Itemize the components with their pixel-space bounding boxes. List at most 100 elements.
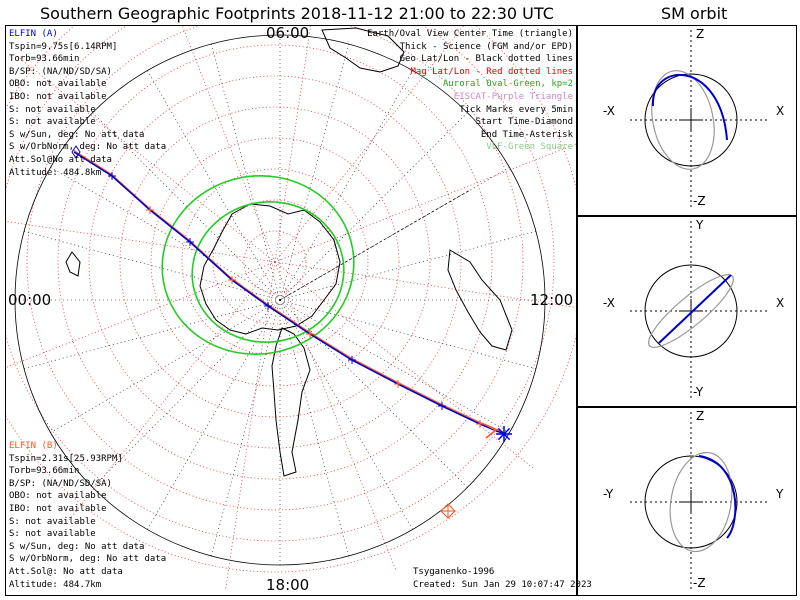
- track-tick-mark: [228, 276, 236, 284]
- geo-meridian: [92, 112, 281, 301]
- geo-meridian: [279, 299, 510, 433]
- mag-ring: [6, 26, 576, 573]
- elfin-b-line: Altitude: 484.7km: [9, 579, 102, 590]
- time-label-left: 00:00: [8, 291, 52, 309]
- geo-meridian: [279, 299, 537, 369]
- track-tick-mark: [476, 420, 484, 428]
- track-tick-mark: [306, 330, 314, 338]
- orbit-1-left-label: -X: [603, 104, 615, 118]
- mag-meridian: [182, 26, 276, 263]
- mag-ring: [119, 106, 431, 418]
- orbit-path-full: [648, 274, 734, 348]
- track-tick-mark: [186, 238, 194, 246]
- orbit-path-full: [651, 70, 715, 170]
- track-tick-mark: [438, 402, 446, 410]
- elfin-b-line: S: not available: [9, 529, 96, 540]
- elfin-b-line: B/SP: (NA/ND/SD/SA): [9, 478, 112, 489]
- geo-meridian: [50, 167, 281, 301]
- orbit-path-science: [658, 274, 732, 344]
- auroral-oval-inner: [191, 201, 345, 343]
- credits: Tsyganenko-1996 Created: Sun Jan 29 10:0…: [413, 566, 592, 591]
- mag-meridian: [274, 261, 576, 308]
- mag-ring: [26, 26, 524, 511]
- time-label-top: 06:00: [266, 24, 310, 42]
- orbit-path-science: [698, 455, 737, 539]
- auroral-oval-outer: [161, 174, 355, 356]
- track-tick-mark: [264, 302, 272, 310]
- legend-item: Geo Lat/Lon - Black dotted lines: [399, 54, 573, 65]
- orbit-path-full: [669, 451, 733, 553]
- geo-meridian: [147, 299, 281, 530]
- orbit-panel-frame-1: [577, 25, 797, 216]
- mag-meridian: [274, 261, 396, 570]
- legend-item: Mag Lat/Lon - Red dotted lines: [410, 66, 573, 77]
- mag-meridian: [274, 26, 464, 263]
- legend-item: Start Time-Diamond: [475, 117, 573, 128]
- legend-item: Auroral Oval-Green, kp=2: [442, 79, 573, 90]
- australia-coast: [321, 27, 405, 73]
- elfin-a-line: Altitude: 484.8km: [9, 167, 102, 178]
- geo-meridian: [23, 299, 281, 369]
- map-boundary: [14, 34, 546, 566]
- mag-meridian: [6, 220, 276, 263]
- geo-meridian: [50, 299, 281, 433]
- elfin-b-line: IBO: not available: [9, 503, 107, 514]
- orbit-3-bottom-label: -Z: [693, 576, 706, 590]
- orbit-3-right-label: Y: [776, 487, 784, 501]
- geo-meridian: [279, 299, 413, 530]
- orbit-panel-frame-2: [577, 216, 797, 407]
- track-tick-mark: [348, 356, 356, 364]
- mag-ring: [181, 168, 369, 356]
- elfin-a-line: S: not available: [9, 117, 96, 128]
- elfin-a-line: Torb=93.66min: [9, 54, 80, 65]
- elfin-a-line: S w/OrbNorm, deg: No att data: [9, 142, 167, 153]
- legend-item: End Time-Asterisk: [480, 129, 573, 140]
- elfin-b-track: [72, 149, 504, 433]
- mag-ring: [150, 137, 400, 387]
- elfin-b-line: S w/OrbNorm, deg: No att data: [9, 554, 167, 565]
- elfin-b-block: ELFIN (B) Tspin=2.31s[25.93RPM] Torb=93.…: [9, 440, 166, 591]
- elfin-a-line: B/SP: (NA/ND/SD/SA): [9, 66, 112, 77]
- mag-meridian: [274, 143, 576, 263]
- geo-meridian: [211, 43, 281, 301]
- elfin-b-line: S: not available: [9, 516, 96, 527]
- mag-meridian: [225, 261, 276, 589]
- elfin-b-line: S w/Sun, deg: No att data: [9, 541, 145, 552]
- elfin-a-line: S: not available: [9, 104, 96, 115]
- elfin-a-line: S w/Sun, deg: No att data: [9, 129, 145, 140]
- elfin-a-track: [73, 151, 505, 435]
- orbit-2-left-label: -X: [603, 296, 615, 310]
- elfin-b-line: OBO: not available: [9, 491, 107, 502]
- geo-meridian: [147, 70, 281, 301]
- mag-meridian: [16, 55, 276, 263]
- mag-meridian: [6, 261, 276, 368]
- track-tick-mark: [394, 380, 402, 388]
- orbit-2-bottom-label: -Y: [693, 385, 704, 399]
- orbit-1-bottom-label: -Z: [693, 194, 706, 208]
- orbit-3-top-label: Z: [696, 409, 705, 423]
- credit-created: Created: Sun Jan 29 10:07:47 2023: [413, 579, 592, 590]
- legend-item: VLF-Green Square: [486, 142, 573, 153]
- time-label-right: 12:00: [530, 291, 574, 309]
- orbit-2-top-label: Y: [696, 218, 704, 232]
- geo-meridian: [279, 112, 468, 301]
- geo-meridian: [23, 231, 281, 301]
- geo-meridian: [92, 299, 281, 488]
- sun-direction-line: [279, 189, 471, 301]
- mag-ring: [212, 199, 338, 325]
- legend-item: EISCAT-Purple Triangle: [453, 91, 573, 102]
- elfin-a-block: ELFIN (A) Tspin=9.75s[6.14RPM] Torb=93.6…: [9, 28, 166, 179]
- legend-item: Tick Marks every 5min: [459, 104, 573, 115]
- mag-meridian: [274, 261, 534, 469]
- antarctica-coast: [199, 203, 341, 335]
- geo-meridian: [279, 70, 413, 301]
- geo-meridian: [211, 299, 281, 557]
- legend-item: Earth/Oval View Center Time (triangle): [367, 29, 573, 39]
- elfin-a-line: IBO: not available: [9, 91, 107, 102]
- orbit-panel-frame-3: [577, 407, 797, 596]
- orbit-3-left-label: -Y: [603, 487, 614, 501]
- elfin-a-end-asterisk: [496, 426, 512, 442]
- time-label-bottom: 18:00: [266, 576, 310, 594]
- credit-model: Tsyganenko-1996: [413, 567, 495, 577]
